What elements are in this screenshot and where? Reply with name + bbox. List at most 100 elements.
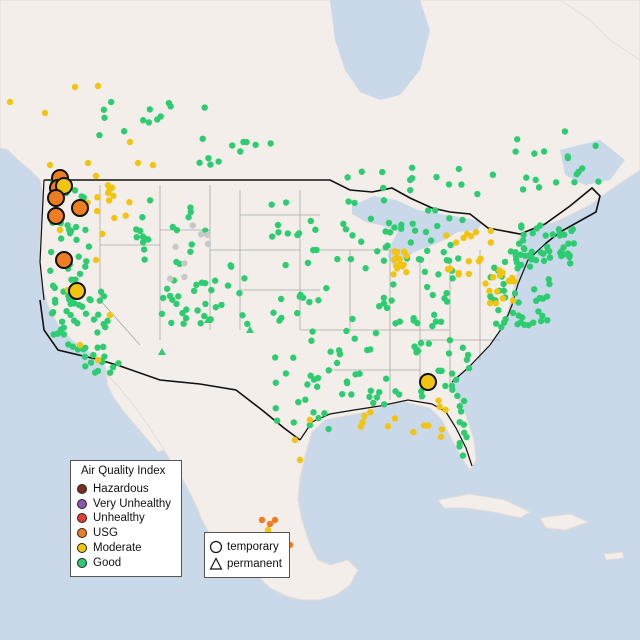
station-marker xyxy=(464,351,472,359)
station-marker xyxy=(224,282,232,289)
station-marker xyxy=(115,360,122,367)
station-marker xyxy=(81,353,89,360)
station-marker xyxy=(380,184,387,192)
station-marker xyxy=(268,233,276,240)
station-marker xyxy=(179,309,186,317)
station-marker xyxy=(493,288,501,295)
station-marker xyxy=(430,311,438,319)
station-marker xyxy=(80,346,87,353)
station-marker xyxy=(367,215,375,222)
station-marker xyxy=(489,274,497,281)
station-marker xyxy=(390,271,397,278)
station-marker xyxy=(173,300,180,308)
station-marker xyxy=(57,235,65,242)
station-marker xyxy=(67,311,74,319)
station-marker xyxy=(94,329,101,336)
station-marker xyxy=(110,192,117,199)
station-marker xyxy=(348,391,355,398)
station-marker xyxy=(526,263,534,270)
station-marker xyxy=(51,299,59,306)
station-marker xyxy=(244,320,251,328)
station-marker xyxy=(83,258,90,265)
station-marker xyxy=(518,224,525,231)
station-marker xyxy=(79,303,86,310)
station-marker xyxy=(188,241,195,248)
station-marker xyxy=(218,301,225,309)
station-marker xyxy=(460,397,468,405)
station-marker xyxy=(134,159,142,167)
station-marker xyxy=(335,347,343,354)
station-marker xyxy=(327,348,334,355)
station-marker xyxy=(566,260,574,267)
station-marker xyxy=(448,370,456,377)
station-marker xyxy=(146,106,154,113)
station-marker xyxy=(443,289,450,297)
station-marker xyxy=(474,190,481,198)
legend-swatch xyxy=(77,557,87,568)
legend-label: Unhealthy xyxy=(93,512,145,525)
station-marker xyxy=(208,286,215,294)
station-marker xyxy=(94,193,101,201)
station-marker xyxy=(393,263,400,270)
station-marker xyxy=(499,295,507,302)
highlight-station-marker xyxy=(71,199,89,217)
station-marker xyxy=(384,242,391,249)
station-marker xyxy=(467,232,475,240)
station-marker xyxy=(47,267,54,274)
station-marker xyxy=(418,393,426,400)
station-marker xyxy=(146,197,154,204)
station-marker xyxy=(185,214,192,221)
station-marker xyxy=(492,320,500,327)
legend-swatch xyxy=(77,528,87,539)
station-marker xyxy=(338,390,346,398)
station-marker xyxy=(205,154,212,162)
station-marker xyxy=(357,423,365,430)
station-marker xyxy=(175,293,182,300)
station-marker xyxy=(436,403,443,411)
national-borders xyxy=(39,179,601,441)
station-marker xyxy=(308,337,315,344)
station-marker xyxy=(595,178,602,185)
station-marker xyxy=(273,417,281,424)
station-marker xyxy=(403,268,410,276)
station-marker xyxy=(344,174,351,181)
station-marker xyxy=(271,354,279,361)
station-marker xyxy=(167,103,174,110)
permanent-station-marker xyxy=(204,316,212,323)
station-marker xyxy=(120,128,128,135)
station-marker xyxy=(296,293,303,300)
station-marker xyxy=(187,248,194,255)
station-marker xyxy=(173,258,180,266)
highlight-station-marker xyxy=(68,282,86,300)
station-marker xyxy=(384,423,392,430)
aqi-legend-title: Air Quality Index xyxy=(81,465,166,477)
station-marker xyxy=(94,356,102,364)
station-marker xyxy=(565,240,572,247)
station-marker xyxy=(282,370,290,377)
station-marker xyxy=(362,265,369,272)
station-marker xyxy=(514,321,521,328)
station-marker xyxy=(96,297,104,304)
station-marker xyxy=(564,154,572,162)
station-marker xyxy=(512,148,519,155)
station-marker xyxy=(380,294,388,301)
station-marker xyxy=(47,248,55,256)
station-marker xyxy=(509,297,517,304)
station-marker xyxy=(443,232,450,239)
station-marker xyxy=(349,232,356,239)
station-marker xyxy=(345,198,352,205)
station-marker xyxy=(310,409,317,416)
legend-label: USG xyxy=(93,527,118,540)
station-marker xyxy=(169,296,176,303)
station-marker xyxy=(535,184,543,191)
legend-item-usg: USG xyxy=(77,526,118,540)
legend-item-good: Good xyxy=(77,556,121,570)
station-marker xyxy=(334,255,341,263)
station-marker xyxy=(126,138,134,146)
station-marker xyxy=(447,241,454,249)
station-marker xyxy=(457,408,465,415)
station-marker xyxy=(101,114,108,121)
station-marker xyxy=(382,375,390,382)
legend-label: Moderate xyxy=(93,541,142,554)
station-marker xyxy=(266,520,274,528)
